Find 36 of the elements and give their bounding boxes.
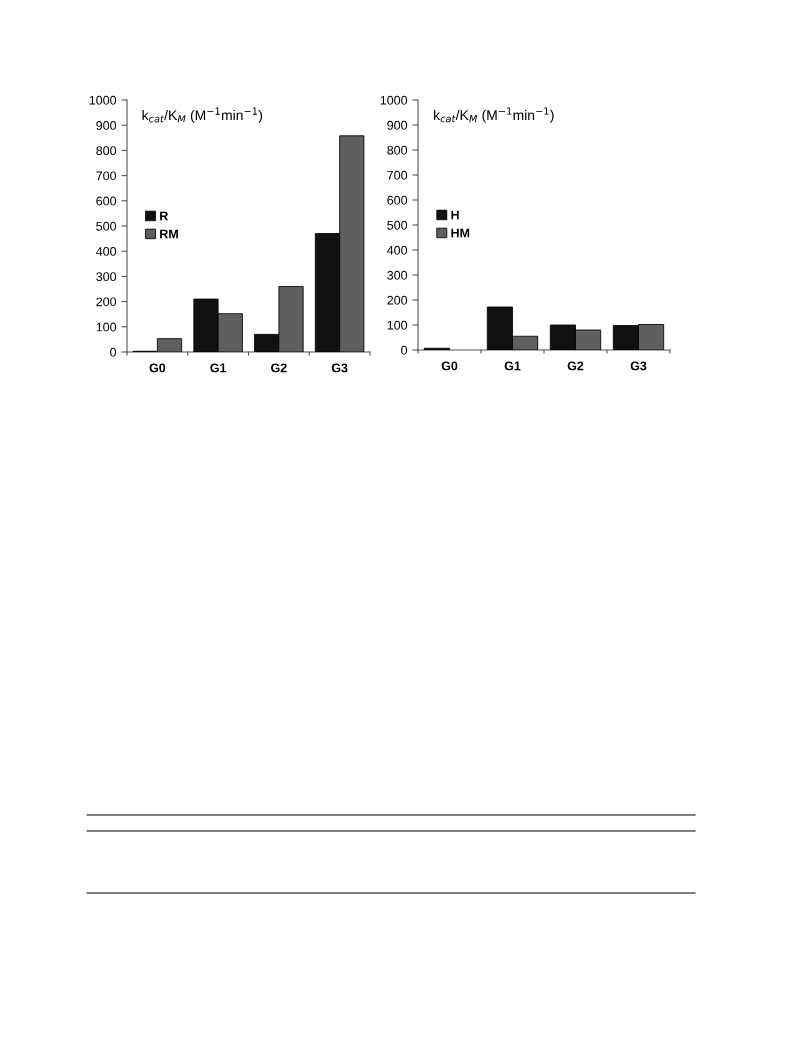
x-tick-label: G1 xyxy=(210,363,227,373)
legend-label: H xyxy=(451,210,459,220)
y-tick-label: 1000 xyxy=(89,95,117,105)
y-tick-label: 1000 xyxy=(380,95,408,105)
legend-label: RM xyxy=(160,229,178,239)
y-tick-label: 400 xyxy=(96,247,117,256)
y-tick-label: 900 xyxy=(387,120,408,130)
y-tick-label: 800 xyxy=(96,146,117,156)
y-tick-label: 500 xyxy=(96,221,117,231)
y-tick-label: 900 xyxy=(96,121,117,130)
x-tick-label: G3 xyxy=(331,363,348,373)
y-tick-label: 800 xyxy=(387,145,408,155)
y-tick-label: 600 xyxy=(387,195,408,205)
y-tick-label: 700 xyxy=(387,170,408,180)
legend-label: R xyxy=(160,211,169,221)
y-tick-label: 700 xyxy=(96,171,117,181)
y-tick-label: 300 xyxy=(387,270,408,280)
y-tick-label: 0 xyxy=(401,345,408,355)
y-tick-label: 400 xyxy=(387,245,408,255)
x-tick-label: G0 xyxy=(441,361,458,371)
y-tick-label: 200 xyxy=(387,295,408,305)
legend-label: HM xyxy=(451,228,470,238)
y-tick-label: 600 xyxy=(96,196,117,206)
y-tick-label: 500 xyxy=(387,220,408,230)
y-tick-label: 100 xyxy=(96,322,117,332)
x-tick-label: G2 xyxy=(271,363,287,373)
x-tick-label: G2 xyxy=(567,361,584,371)
text: k$_{cat}$/K$_{M}$ (M$^{−1}$min$^{−1}$) xyxy=(434,107,554,123)
x-tick-label: G3 xyxy=(630,361,647,371)
text: k$_{cat}$/K$_{M}$ (M$^{−1}$min$^{−1}$) xyxy=(142,107,263,123)
x-tick-label: G0 xyxy=(149,363,166,373)
x-tick-label: G1 xyxy=(504,361,521,371)
y-tick-label: 300 xyxy=(96,272,117,282)
y-tick-label: 0 xyxy=(110,347,117,357)
y-tick-label: 200 xyxy=(96,297,117,307)
y-tick-label: 100 xyxy=(387,320,408,330)
